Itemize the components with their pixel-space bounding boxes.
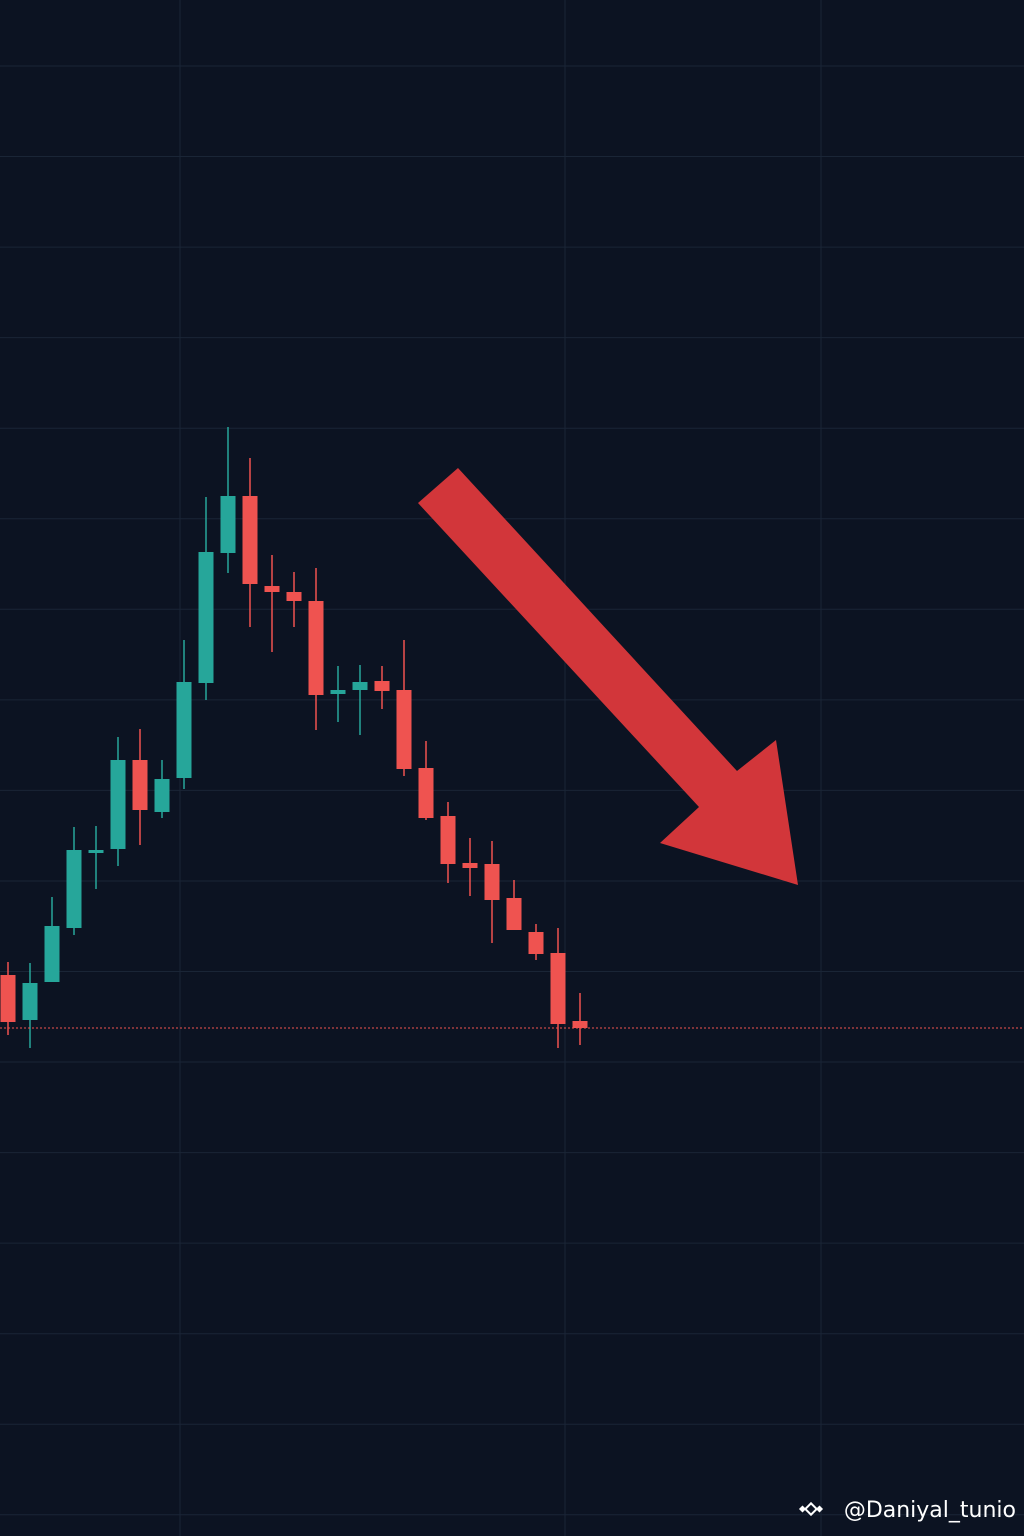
candle-body [462,863,478,868]
candle-body [418,768,434,818]
candle-body [484,864,500,900]
candle-body [44,926,60,982]
candle-body [572,1021,588,1028]
candle-body [22,983,38,1020]
candle-body [352,682,368,690]
candle-body [550,953,566,1024]
candle-body [132,760,148,810]
candle-body [242,496,258,584]
candle-body [110,760,126,849]
candle-body [264,586,280,592]
watermark-text: @Daniyal_tunio [844,1498,1016,1523]
candle-body [88,850,104,853]
candle-body [176,682,192,778]
candle-body [440,816,456,864]
down-arrow [418,468,798,885]
candle-body [0,975,16,1022]
candle-body [154,779,170,812]
candle-body [308,601,324,695]
candle-body [506,898,522,930]
candle-body [66,850,82,928]
candles [0,427,1024,1048]
candle-body [374,681,390,691]
candle-body [396,690,412,769]
candle-body [286,592,302,601]
candle-body [528,932,544,954]
watermark-icon [798,1501,824,1517]
watermark: @Daniyal_tunio [798,1498,1016,1523]
candle-body [198,552,214,683]
candle-body [330,690,346,694]
candle-body [220,496,236,553]
